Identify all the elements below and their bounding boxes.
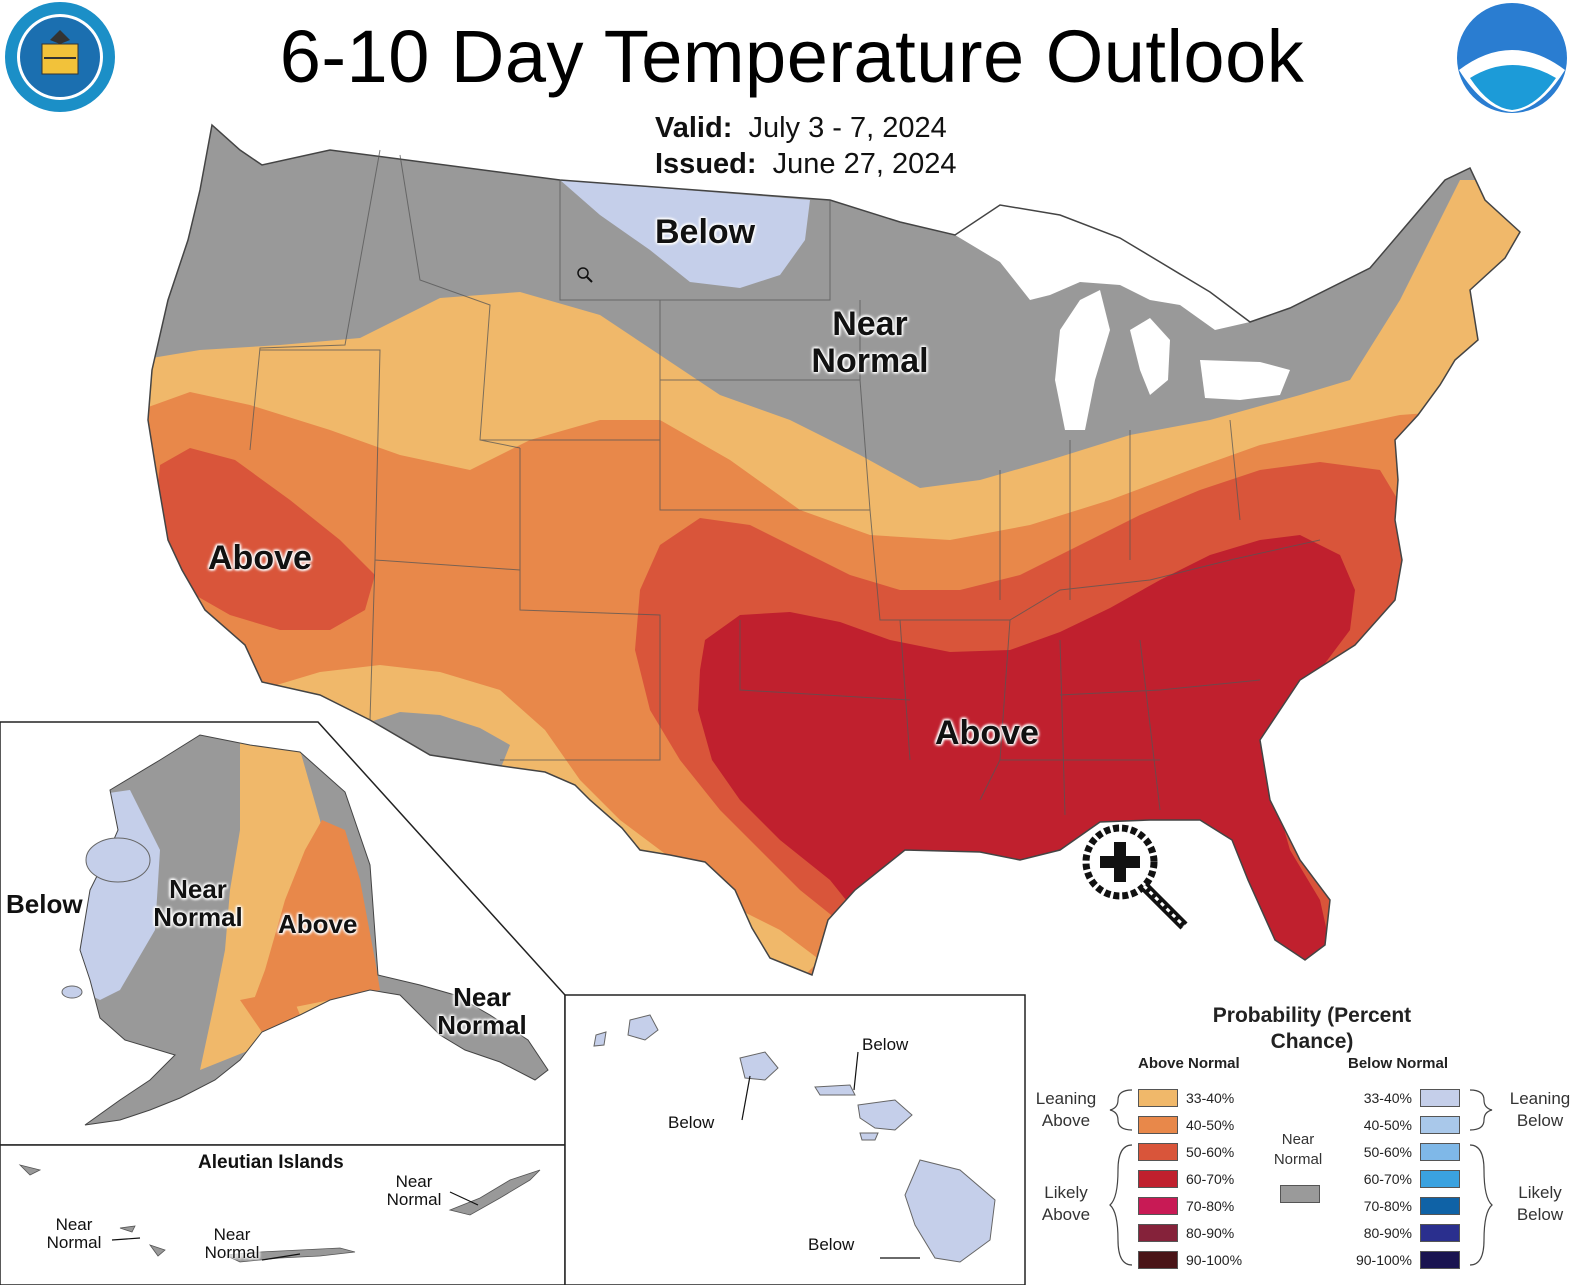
- legend-swatch: [1138, 1116, 1178, 1134]
- legend-title: Probability (Percent Chance): [1212, 1004, 1412, 1053]
- small-zoom-cursor-icon: [577, 267, 593, 283]
- legend-swatch: [1420, 1170, 1460, 1188]
- legend-range-label: 50-60%: [1186, 1144, 1235, 1160]
- legend-swatch: [1420, 1089, 1460, 1107]
- legend-row: 50-60%: [1346, 1141, 1460, 1163]
- legend-row: 90-100%: [1138, 1249, 1252, 1271]
- hi-below-label-2: Below: [668, 1113, 715, 1132]
- valid-label: Valid:: [655, 112, 733, 144]
- legend-leaning-above: Leaning Above: [1035, 1089, 1097, 1130]
- legend-likely-above: Likely Above: [1041, 1183, 1091, 1224]
- aleutian-near-normal-3: Near Normal: [386, 1172, 442, 1210]
- legend-row: 80-90%: [1346, 1222, 1460, 1244]
- zoom-cursor-icon: [1082, 824, 1188, 930]
- legend-swatch: [1138, 1224, 1178, 1242]
- legend-swatch: [1138, 1197, 1178, 1215]
- legend-below-heading: Below Normal: [1348, 1055, 1449, 1072]
- legend-range-label: 80-90%: [1363, 1225, 1412, 1241]
- legend-swatch: [1420, 1251, 1460, 1269]
- issued-label: Issued:: [655, 148, 757, 180]
- legend-range-label: 70-80%: [1363, 1198, 1412, 1214]
- legend-row: 60-70%: [1138, 1168, 1252, 1190]
- page-title: 6-10 Day Temperature Outlook: [279, 15, 1305, 98]
- ak-se-near-normal-label: Near Normal: [437, 982, 527, 1041]
- ak-above-label: Above: [278, 909, 358, 939]
- hi-below-label-1: Below: [862, 1035, 909, 1054]
- commerce-seal-icon: [5, 2, 115, 112]
- legend-row: 40-50%: [1138, 1114, 1252, 1136]
- legend-row: 60-70%: [1346, 1168, 1460, 1190]
- legend-range-label: 33-40%: [1363, 1090, 1412, 1106]
- legend-range-label: 70-80%: [1186, 1198, 1235, 1214]
- legend-row: 50-60%: [1138, 1141, 1252, 1163]
- legend-likely-below: Likely Below: [1516, 1183, 1564, 1224]
- legend-range-label: 60-70%: [1363, 1171, 1412, 1187]
- legend-range-label: 40-50%: [1363, 1117, 1412, 1133]
- legend-row: 80-90%: [1138, 1222, 1252, 1244]
- aleutian-near-normal-2: Near Normal: [204, 1225, 260, 1263]
- legend-near-normal: Near Normal: [1273, 1131, 1323, 1168]
- aleutian-title: Aleutian Islands: [198, 1152, 344, 1173]
- legend-row: 70-80%: [1138, 1195, 1252, 1217]
- legend-range-label: 60-70%: [1186, 1171, 1235, 1187]
- legend-above-heading: Above Normal: [1138, 1055, 1240, 1072]
- legend-row: 33-40%: [1346, 1087, 1460, 1109]
- aleutian-near-normal-1: Near Normal: [46, 1215, 102, 1253]
- legend-row: 33-40%: [1138, 1087, 1252, 1109]
- valid-dates: July 3 - 7, 2024: [748, 112, 947, 144]
- legend-near-normal-swatch: [1280, 1185, 1320, 1203]
- ak-below-label: Below: [6, 889, 83, 919]
- legend-range-label: 40-50%: [1186, 1117, 1235, 1133]
- legend-row: 90-100%: [1346, 1249, 1460, 1271]
- legend-range-label: 90-100%: [1355, 1252, 1412, 1268]
- legend-row: 70-80%: [1346, 1195, 1460, 1217]
- legend-range-label: 80-90%: [1186, 1225, 1235, 1241]
- hi-below-label-3: Below: [808, 1235, 855, 1254]
- issued-date: June 27, 2024: [772, 148, 957, 180]
- legend-leaning-below: Leaning Below: [1509, 1089, 1571, 1130]
- date-block: Valid: July 3 - 7, 2024 Issued: June 27,…: [655, 110, 956, 182]
- legend-range-label: 33-40%: [1186, 1090, 1235, 1106]
- legend-swatch: [1138, 1170, 1178, 1188]
- legend-swatch: [1420, 1143, 1460, 1161]
- conus-above-southeast-label: Above: [935, 714, 1039, 752]
- legend-swatch: [1420, 1116, 1460, 1134]
- conus-below-label: Below: [655, 213, 756, 251]
- legend-range-label: 50-60%: [1363, 1144, 1412, 1160]
- conus-above-west-label: Above: [208, 539, 312, 577]
- legend-row: 40-50%: [1346, 1114, 1460, 1136]
- legend-range-label: 90-100%: [1186, 1252, 1243, 1268]
- legend-swatch: [1138, 1143, 1178, 1161]
- legend-swatch: [1138, 1251, 1178, 1269]
- legend-swatch: [1420, 1224, 1460, 1242]
- conus-near-normal-label: Near Normal: [811, 305, 929, 380]
- legend-swatch: [1138, 1089, 1178, 1107]
- legend-swatch: [1420, 1197, 1460, 1215]
- ak-near-normal-label: Near Normal: [153, 874, 243, 933]
- noaa-logo-icon: [1457, 3, 1567, 113]
